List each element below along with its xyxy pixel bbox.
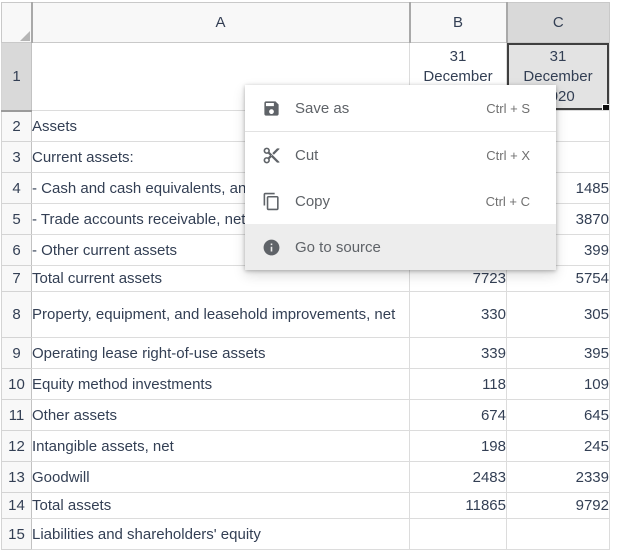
row-header-4[interactable]: 4	[1, 172, 32, 204]
info-icon	[261, 237, 281, 257]
cell-c15[interactable]	[506, 518, 610, 550]
cell-c9[interactable]: 395	[506, 337, 610, 369]
cell-b14[interactable]: 11865	[409, 492, 507, 519]
menu-item-label: Save as	[295, 99, 350, 117]
menu-item-shortcut: Ctrl + S	[486, 100, 530, 116]
menu-item-label: Go to source	[295, 238, 381, 256]
select-all-triangle-icon	[19, 31, 30, 41]
row-header-11[interactable]: 11	[1, 399, 32, 431]
menu-item-go-to-source[interactable]: Go to source	[245, 224, 556, 270]
menu-item-cut[interactable]: Cut Ctrl + X	[245, 132, 556, 178]
col-header-c[interactable]: C	[506, 2, 610, 43]
cell-b8[interactable]: 330	[409, 291, 507, 338]
cell-b13[interactable]: 2483	[409, 461, 507, 493]
cell-c12[interactable]: 245	[506, 430, 610, 462]
cell-a12[interactable]: Intangible assets, net	[31, 430, 410, 462]
cell-b11[interactable]: 674	[409, 399, 507, 431]
row-header-1[interactable]: 1	[1, 42, 32, 112]
cell-a11[interactable]: Other assets	[31, 399, 410, 431]
menu-item-save-as[interactable]: Save as Ctrl + S	[245, 85, 556, 131]
cell-a7[interactable]: Total current assets	[31, 265, 410, 292]
row-header-15[interactable]: 15	[1, 518, 32, 550]
row-header-10[interactable]: 10	[1, 368, 32, 400]
copy-icon	[261, 191, 281, 211]
row-header-3[interactable]: 3	[1, 141, 32, 173]
cell-a8[interactable]: Property, equipment, and leasehold impro…	[31, 291, 410, 338]
cell-b12[interactable]: 198	[409, 430, 507, 462]
menu-item-shortcut: Ctrl + C	[485, 193, 530, 209]
row-header-6[interactable]: 6	[1, 234, 32, 266]
cell-a14[interactable]: Total assets	[31, 492, 410, 519]
row-header-2[interactable]: 2	[1, 110, 32, 142]
cell-a15[interactable]: Liabilities and shareholders' equity	[31, 518, 410, 550]
col-header-a[interactable]: A	[31, 2, 411, 43]
menu-item-label: Copy	[295, 192, 331, 210]
context-menu: Save as Ctrl + S Cut Ctrl + X Copy Ctrl …	[245, 85, 556, 270]
cell-c8[interactable]: 305	[506, 291, 610, 338]
row-header-13[interactable]: 13	[1, 461, 32, 493]
cell-c7[interactable]: 5754	[506, 265, 610, 292]
cell-c14[interactable]: 9792	[506, 492, 610, 519]
row-header-14[interactable]: 14	[1, 492, 32, 519]
cell-b9[interactable]: 339	[409, 337, 507, 369]
cell-c10[interactable]: 109	[506, 368, 610, 400]
menu-item-shortcut: Ctrl + X	[486, 147, 530, 163]
row-header-8[interactable]: 8	[1, 291, 32, 338]
menu-item-label: Cut	[295, 146, 319, 164]
cell-b15[interactable]	[409, 518, 507, 550]
cell-b10[interactable]: 118	[409, 368, 507, 400]
row-header-12[interactable]: 12	[1, 430, 32, 462]
cell-a13[interactable]: Goodwill	[31, 461, 410, 493]
row-header-9[interactable]: 9	[1, 337, 32, 369]
cell-c11[interactable]: 645	[506, 399, 610, 431]
select-all-corner[interactable]	[1, 2, 33, 43]
fill-handle[interactable]	[602, 104, 609, 110]
save-icon	[261, 98, 281, 118]
col-header-b[interactable]: B	[409, 2, 508, 43]
row-header-7[interactable]: 7	[1, 265, 32, 292]
menu-separator	[245, 131, 556, 132]
cut-icon	[261, 145, 281, 165]
cell-c13[interactable]: 2339	[506, 461, 610, 493]
row-header-5[interactable]: 5	[1, 203, 32, 235]
cell-a10[interactable]: Equity method investments	[31, 368, 410, 400]
cell-a9[interactable]: Operating lease right-of-use assets	[31, 337, 410, 369]
menu-item-copy[interactable]: Copy Ctrl + C	[245, 178, 556, 224]
